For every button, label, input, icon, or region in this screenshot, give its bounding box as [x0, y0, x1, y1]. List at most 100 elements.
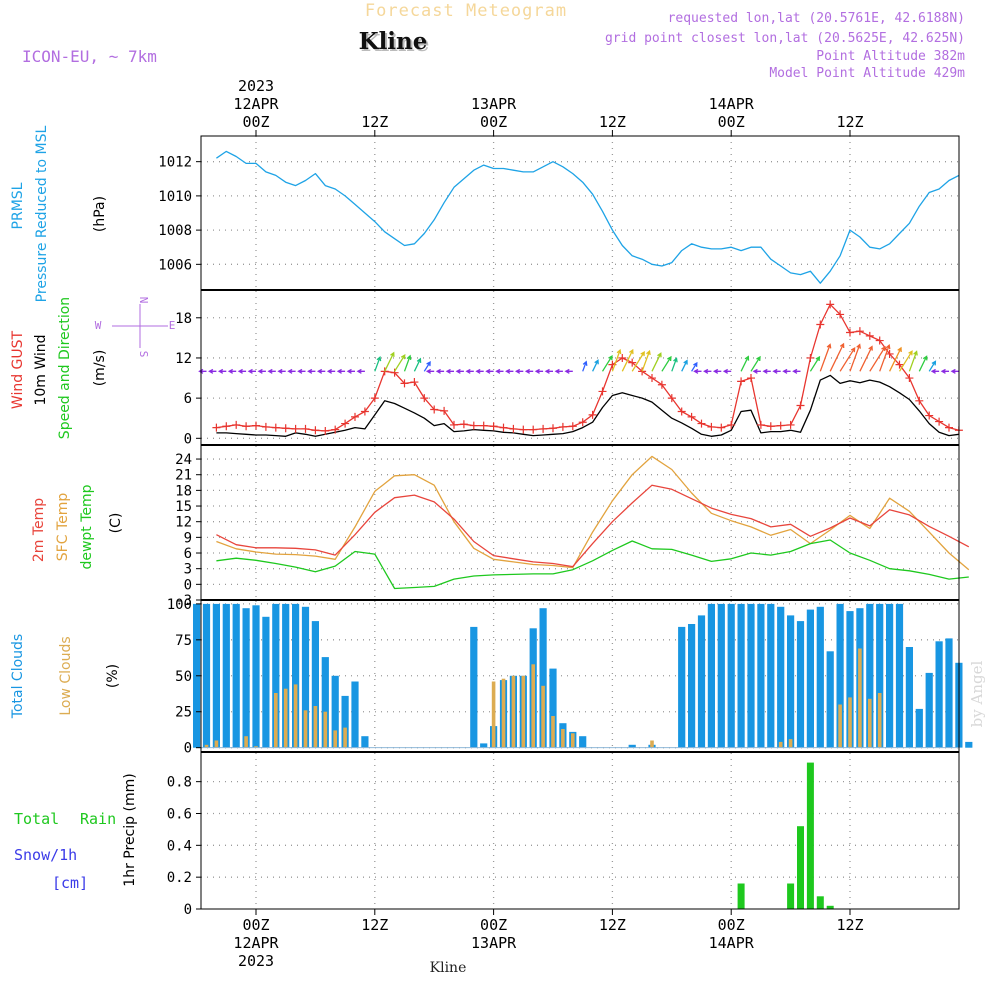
wind-gust-label: Wind GUST [10, 330, 26, 409]
gust-marker [747, 374, 755, 383]
y-tick-label: 75 [175, 633, 192, 649]
gust-marker [588, 410, 597, 419]
low-cloud-bar [521, 675, 526, 748]
low-cloud-bar [877, 693, 882, 748]
y-tick-label: 6 [184, 546, 192, 562]
total-cloud-bar [628, 744, 636, 748]
wind-direction-arrow [601, 354, 613, 372]
low-cloud-bar [214, 740, 219, 748]
gust-marker [469, 421, 478, 430]
total-cloud-bar [915, 708, 923, 748]
precip-bar [797, 826, 804, 909]
wind-direction-arrow [829, 342, 845, 372]
total-cloud-bar [707, 603, 715, 748]
wind-direction-arrow [928, 360, 937, 372]
total-cloud-bar [361, 736, 369, 748]
gust-marker [816, 320, 825, 329]
footer-location: Kline [430, 960, 467, 976]
gust-marker [836, 310, 845, 319]
wind-direction-arrow [307, 368, 316, 374]
wind-direction-arrow [237, 368, 247, 374]
gust-marker [865, 331, 874, 340]
gust-marker [598, 387, 607, 396]
y-tick-label: -3 [175, 593, 192, 609]
total-cloud-bar [905, 647, 913, 748]
top-time-label: 14APR [709, 95, 755, 113]
top-time-label: 12Z [836, 113, 863, 131]
bottom-time-label: 12Z [836, 916, 863, 934]
low-cloud-bar [283, 688, 288, 748]
gust-marker [638, 367, 647, 376]
y-tick-label: 12 [175, 351, 192, 367]
low-cloud-bar [541, 685, 545, 748]
total-cloud-bar [876, 603, 884, 748]
wind-direction-arrow [465, 368, 474, 374]
y-tick-label: 25 [175, 705, 192, 721]
wind-direction-arrow [257, 368, 266, 374]
total-cloud-bar [836, 603, 844, 748]
bottom-time-label: 12Z [361, 916, 388, 934]
gust-marker [549, 424, 557, 433]
low-cloud-bar [204, 744, 209, 748]
total-cloud-bar [757, 603, 765, 748]
wind-direction-arrow [394, 354, 406, 372]
wind-direction-arrow [809, 355, 821, 372]
top-time-label: 12Z [599, 113, 626, 131]
temp2m-line [216, 484, 970, 568]
wind-direction-arrow [316, 368, 326, 374]
pressure-line [216, 150, 960, 284]
gust-marker [311, 426, 320, 435]
wind-gust-line [216, 303, 960, 432]
y-tick-label: 15 [175, 499, 192, 515]
wind-direction-arrow [227, 368, 237, 374]
low-cloud-bar [491, 681, 496, 748]
wind-direction-arrow [455, 368, 464, 374]
wind-direction-arrow [750, 355, 761, 372]
precip-ylabel: 1hr Precip (mm) [122, 773, 138, 886]
compass-w: W [95, 319, 102, 332]
top-time-label: 00Z [480, 113, 507, 131]
gust-marker [677, 407, 686, 416]
wind-speed-line [216, 374, 959, 437]
gust-marker [410, 378, 419, 387]
gust-marker [875, 336, 884, 345]
precip-rain-label: Rain [80, 810, 116, 828]
gust-marker [657, 380, 666, 389]
total-clouds-label: Total Clouds [10, 634, 26, 719]
low-cloud-bar [343, 727, 347, 748]
top-time-label: 12Z [361, 113, 388, 131]
y-tick-label: 0 [184, 741, 192, 757]
low-cloud-bar [858, 648, 862, 748]
gust-marker [766, 422, 775, 431]
precip-total-label: Total [14, 810, 59, 828]
wind-direction-arrow [631, 350, 645, 372]
gust-marker [519, 425, 528, 434]
y-tick-label: 9 [184, 530, 192, 546]
total-cloud-bar [925, 672, 933, 748]
y-tick-label: 0.8 [167, 775, 192, 791]
wind-direction-arrow [661, 355, 672, 372]
top-time-label: 12APR [233, 95, 279, 113]
total-cloud-bar [935, 641, 943, 748]
gust-marker [539, 424, 548, 433]
wind-direction-arrow [297, 368, 306, 374]
wind-direction-arrow [849, 343, 861, 372]
wind-unit: (m/s) [92, 350, 108, 387]
gust-marker [895, 360, 904, 369]
total-cloud-bar [480, 743, 488, 748]
wind-direction-arrow [544, 368, 553, 374]
wind-direction-arrow [413, 357, 422, 372]
low-cloud-bar [868, 698, 872, 748]
low-cloud-bar [848, 697, 852, 748]
total-cloud-bar [826, 651, 834, 748]
total-cloud-bar [787, 615, 795, 748]
y-tick-label: 0 [184, 902, 192, 918]
wind-direction-arrow [611, 348, 622, 372]
wind-direction-arrow [384, 351, 395, 372]
gust-marker [855, 327, 864, 336]
y-tick-label: 50 [175, 669, 192, 685]
total-cloud-bar [747, 603, 755, 748]
chart-title: Forecast Meteogram [365, 1, 567, 21]
bottom-time-label: 13APR [471, 934, 517, 952]
total-cloud-bar [727, 603, 735, 748]
